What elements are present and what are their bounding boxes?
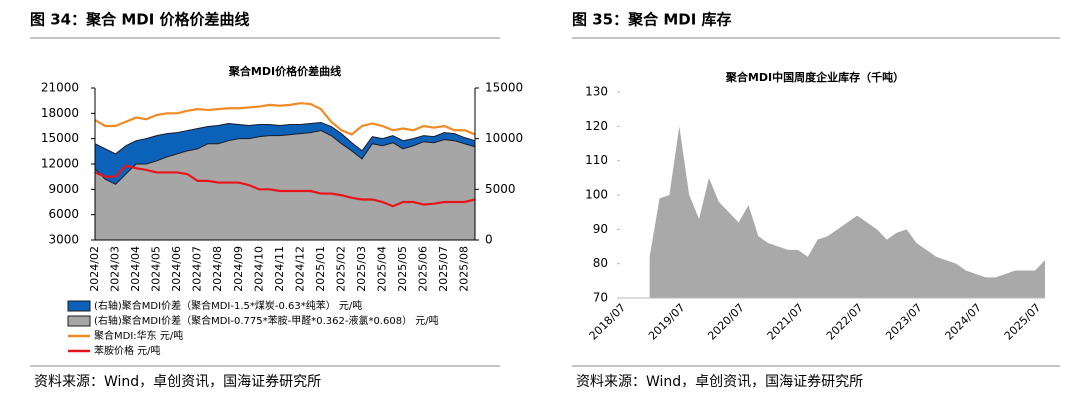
- x-tick-label: 2024/05: [150, 246, 163, 292]
- legend-label: 苯胺价格 元/吨: [94, 344, 161, 357]
- y-tick-label: 130: [585, 85, 608, 99]
- figure-caption: 图 35：聚合 MDI 库存: [572, 11, 732, 29]
- x-tick-label: 2024/04: [129, 246, 142, 292]
- x-tick-label: 2025/01: [314, 246, 327, 292]
- y-tick-label: 21000: [41, 81, 79, 95]
- x-tick-label: 2025/07: [437, 246, 450, 292]
- x-tick-label: 2025/06: [417, 246, 430, 292]
- x-tick-label: 2024/07: [191, 246, 204, 292]
- y-tick-label: 6000: [48, 207, 79, 221]
- x-tick-label: 2021/07: [765, 301, 807, 343]
- legend-swatch: [67, 315, 91, 327]
- x-tick-label: 2024/10: [252, 246, 265, 292]
- x-tick-label: 2018/07: [587, 301, 629, 343]
- y2-tick-label: 15000: [485, 81, 523, 95]
- area: [649, 126, 1045, 298]
- x-tick-label: 2025/05: [396, 246, 409, 292]
- figure-caption: 图 34：聚合 MDI 价格价差曲线: [30, 11, 250, 29]
- x-tick-label: 2024/06: [170, 246, 183, 292]
- x-tick-label: 2022/07: [824, 301, 866, 343]
- y-tick-label: 120: [585, 119, 608, 133]
- line: [94, 164, 476, 208]
- x-tick-label: 2019/07: [646, 301, 688, 343]
- x-tick-label: 2024/11: [273, 246, 286, 292]
- y2-tick-label: 5000: [485, 182, 516, 196]
- y-tick-label: 15000: [41, 131, 79, 145]
- y-tick-label: 12000: [41, 157, 79, 171]
- x-tick-label: 2024/03: [109, 246, 122, 292]
- x-tick-label: 2025/08: [458, 246, 471, 292]
- chart-title: 聚合MDI价格价差曲线: [228, 64, 341, 78]
- x-tick-label: 2020/07: [705, 301, 747, 343]
- y-tick-label: 18000: [41, 106, 79, 120]
- source: 资料来源：Wind，卓创资讯，国海证券研究所: [34, 374, 321, 390]
- y-tick-label: 100: [585, 188, 608, 202]
- x-tick-label: 2024/09: [232, 246, 245, 292]
- source: 资料来源：Wind，卓创资讯，国海证券研究所: [576, 374, 863, 390]
- x-tick-label: 2023/07: [883, 301, 925, 343]
- x-tick-label: 2025/03: [355, 246, 368, 292]
- legend-label: (右轴)聚合MDI价差（聚合MDI-1.5*煤炭-0.63*纯苯） 元/吨: [94, 299, 362, 312]
- y-tick-label: 90: [593, 222, 608, 236]
- x-tick-label: 2024/08: [211, 246, 224, 292]
- x-tick-label: 2024/02: [88, 246, 101, 292]
- chart-title: 聚合MDI中国周度企业库存（千吨）: [725, 70, 904, 84]
- y-tick-label: 9000: [48, 182, 79, 196]
- y-tick-label: 110: [585, 153, 608, 167]
- line: [94, 102, 476, 136]
- x-tick-label: 2025/07: [1002, 301, 1044, 343]
- x-tick-label: 2025/04: [376, 246, 389, 292]
- area: [94, 130, 476, 241]
- y2-tick-label: 10000: [485, 131, 523, 145]
- x-tick-label: 2024/12: [293, 246, 306, 292]
- legend-label: 聚合MDI:华东 元/吨: [94, 329, 183, 342]
- legend-swatch: [67, 300, 91, 312]
- y-tick-label: 70: [593, 291, 608, 305]
- y-tick-label: 3000: [48, 233, 79, 247]
- y2-tick-label: 0: [485, 233, 493, 247]
- legend-label: (右轴)聚合MDI价差（聚合MDI-0.775*苯胺-甲醛*0.362-液氯*0…: [94, 314, 439, 327]
- x-tick-label: 2024/07: [943, 301, 985, 343]
- x-tick-label: 2025/02: [334, 246, 347, 292]
- y-tick-label: 80: [593, 256, 608, 270]
